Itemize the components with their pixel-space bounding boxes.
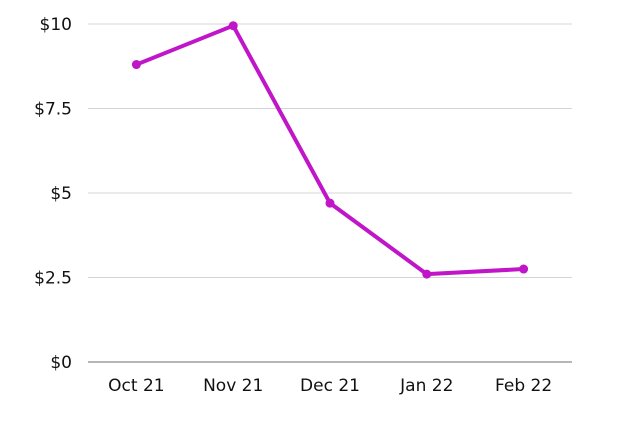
x-tick-label: Oct 21 — [108, 376, 164, 396]
x-tick-label: Dec 21 — [300, 376, 360, 396]
data-point — [325, 198, 335, 208]
data-point — [422, 269, 432, 279]
data-point — [228, 21, 238, 31]
series-layer — [131, 21, 529, 279]
y-tick-label: $0 — [50, 353, 72, 373]
tick-labels: $0 $2.5 $5 $7.5 $10 Oct 21 Nov 21 Dec 21 Jan 22 F… — [34, 15, 552, 396]
x-tick-label: Feb 22 — [495, 376, 552, 396]
x-tick-label: Jan 22 — [399, 376, 453, 396]
x-tick-label: Nov 21 — [203, 376, 263, 396]
gridlines — [88, 23, 572, 278]
y-tick-label: $2.5 — [34, 269, 72, 289]
y-tick-label: $10 — [40, 15, 72, 35]
y-tick-label: $7.5 — [34, 100, 72, 120]
y-tick-label: $5 — [50, 184, 72, 204]
data-point — [131, 60, 141, 70]
data-point — [519, 264, 529, 274]
series-line — [134, 23, 526, 277]
